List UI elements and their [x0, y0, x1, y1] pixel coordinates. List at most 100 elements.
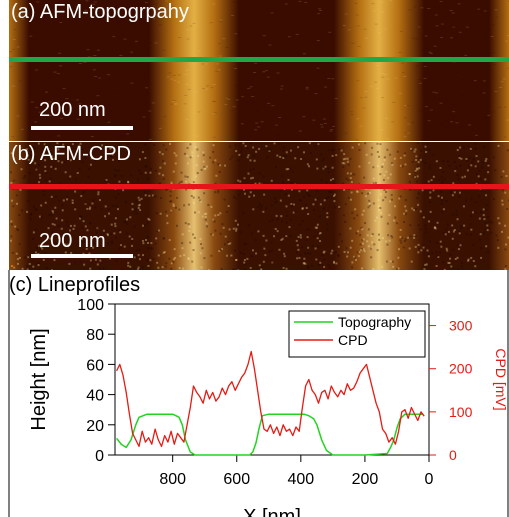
texture-speckle	[353, 255, 356, 258]
texture-speckle	[440, 23, 444, 25]
texture-speckle	[361, 213, 364, 216]
texture-speckle	[59, 21, 63, 23]
texture-speckle	[102, 267, 105, 270]
texture-speckle	[141, 239, 144, 242]
texture-speckle	[232, 1, 236, 3]
texture-speckle	[371, 3, 375, 5]
texture-speckle	[92, 94, 96, 96]
texture-speckle	[251, 176, 254, 179]
texture-speckle	[197, 211, 200, 214]
texture-speckle	[466, 67, 470, 69]
texture-speckle	[291, 170, 294, 173]
texture-speckle	[507, 199, 509, 202]
texture-speckle	[381, 162, 384, 165]
texture-speckle	[388, 239, 391, 242]
texture-speckle	[288, 226, 291, 229]
texture-speckle	[490, 35, 494, 37]
texture-speckle	[173, 103, 177, 105]
texture-speckle	[305, 228, 308, 231]
texture-speckle	[32, 231, 35, 234]
texture-speckle	[395, 222, 398, 225]
texture-speckle	[32, 205, 35, 208]
texture-speckle	[451, 26, 455, 28]
texture-speckle	[21, 18, 25, 20]
texture-speckle	[61, 161, 64, 164]
texture-speckle	[302, 116, 306, 118]
texture-speckle	[390, 162, 393, 165]
texture-speckle	[37, 163, 40, 166]
texture-speckle	[399, 156, 402, 159]
texture-speckle	[326, 228, 329, 231]
texture-speckle	[254, 62, 258, 64]
texture-speckle	[418, 110, 422, 112]
texture-speckle	[434, 137, 438, 139]
texture-speckle	[30, 212, 33, 215]
texture-speckle	[443, 125, 447, 127]
y2-tick-label: 300	[449, 318, 473, 334]
texture-speckle	[104, 215, 107, 218]
texture-speckle	[225, 47, 229, 49]
texture-speckle	[331, 78, 335, 80]
texture-speckle	[403, 212, 406, 215]
texture-speckle	[27, 159, 30, 162]
texture-speckle	[249, 191, 252, 194]
texture-speckle	[485, 245, 488, 248]
texture-speckle	[336, 254, 339, 257]
texture-speckle	[35, 246, 38, 249]
texture-speckle	[48, 26, 52, 28]
texture-speckle	[115, 205, 118, 208]
texture-speckle	[188, 203, 191, 206]
texture-speckle	[28, 172, 31, 175]
texture-speckle	[430, 109, 434, 111]
texture-speckle	[160, 196, 163, 199]
texture-speckle	[60, 227, 63, 230]
texture-speckle	[328, 31, 332, 33]
texture-speckle	[168, 239, 171, 242]
texture-speckle	[86, 49, 90, 51]
texture-speckle	[357, 230, 360, 233]
texture-speckle	[356, 214, 359, 217]
plot-frame	[114, 303, 430, 456]
texture-speckle	[385, 170, 388, 173]
texture-speckle	[484, 228, 487, 231]
texture-speckle	[191, 151, 194, 154]
texture-speckle	[429, 196, 432, 199]
texture-speckle	[459, 146, 462, 149]
texture-speckle	[463, 224, 466, 227]
texture-speckle	[435, 160, 438, 163]
texture-speckle	[447, 130, 451, 132]
texture-speckle	[237, 193, 240, 196]
texture-speckle	[440, 37, 444, 39]
texture-speckle	[350, 111, 354, 113]
texture-speckle	[282, 146, 285, 149]
texture-speckle	[372, 166, 375, 169]
texture-speckle	[13, 266, 16, 269]
texture-speckle	[299, 199, 302, 202]
texture-speckle	[201, 247, 204, 250]
texture-speckle	[480, 247, 483, 250]
texture-speckle	[231, 155, 234, 158]
texture-speckle	[381, 265, 384, 268]
texture-speckle	[40, 246, 43, 249]
texture-speckle	[265, 137, 269, 139]
texture-speckle	[301, 219, 304, 222]
texture-speckle	[332, 260, 335, 263]
texture-speckle	[10, 181, 13, 184]
texture-speckle	[239, 180, 242, 183]
texture-speckle	[197, 111, 201, 113]
texture-speckle	[277, 133, 281, 135]
texture-speckle	[227, 204, 230, 207]
texture-speckle	[326, 167, 329, 170]
y-tick-label: 80	[86, 327, 104, 344]
texture-speckle	[419, 158, 422, 161]
texture-speckle	[263, 193, 266, 196]
texture-speckle	[470, 233, 473, 236]
texture-speckle	[47, 227, 50, 230]
texture-speckle	[416, 168, 419, 171]
texture-speckle	[457, 248, 460, 251]
texture-speckle	[201, 63, 205, 65]
texture-speckle	[372, 202, 375, 205]
texture-speckle	[185, 188, 188, 191]
texture-speckle	[98, 8, 102, 10]
texture-speckle	[494, 9, 498, 11]
